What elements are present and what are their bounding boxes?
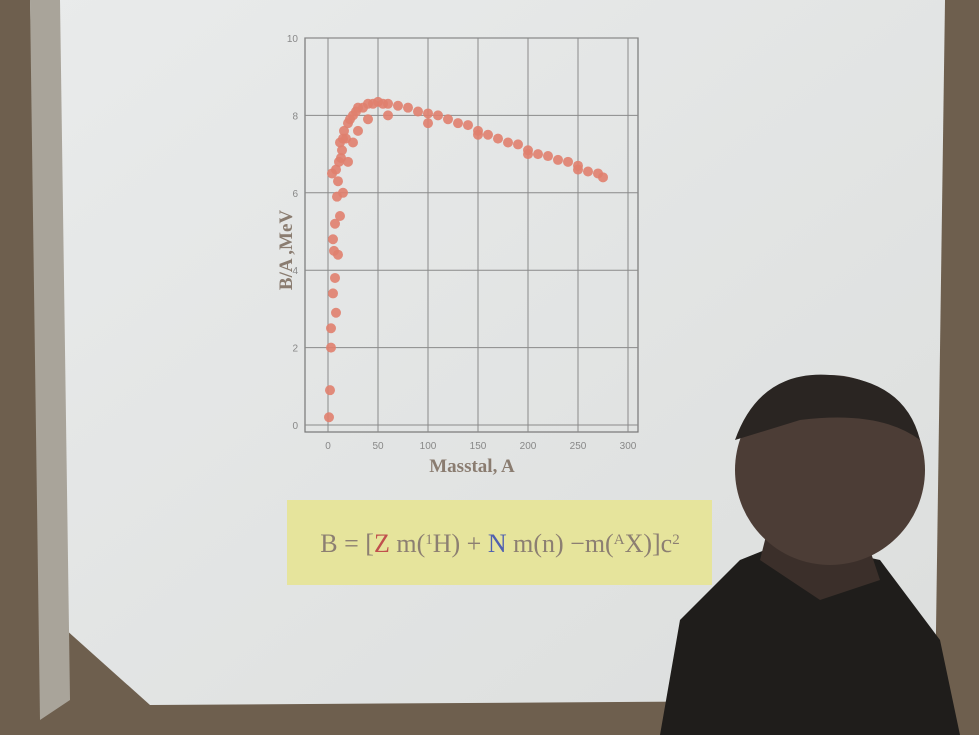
point — [563, 157, 573, 167]
point — [453, 118, 463, 128]
point — [326, 323, 336, 333]
point — [325, 385, 335, 395]
formula: B = [Z m(1H) + N m(n) −m(AX)]c2 — [320, 529, 679, 558]
x-axis-label: Masstal, A — [429, 456, 515, 477]
chart: B = [Z m(1H) + N m(n) −m(AX)]c2 Masstal,… — [0, 0, 979, 735]
point — [343, 157, 353, 167]
point — [423, 118, 433, 128]
point — [553, 155, 563, 165]
point — [363, 114, 373, 124]
formula-part: 2 — [672, 532, 680, 548]
x-tick-label: 250 — [570, 441, 587, 452]
point — [383, 99, 393, 109]
point — [403, 103, 413, 113]
y-tick-label: 10 — [287, 34, 299, 45]
y-axis-label: B/A ,MeV — [276, 210, 297, 290]
point — [328, 288, 338, 298]
x-tick-label: 100 — [420, 441, 437, 452]
point — [335, 211, 345, 221]
point — [338, 188, 348, 198]
point — [533, 149, 543, 159]
x-tick-label: 200 — [520, 441, 537, 452]
x-tick-label: 50 — [372, 441, 384, 452]
point — [443, 114, 453, 124]
point — [333, 250, 343, 260]
point — [463, 120, 473, 130]
point — [598, 172, 608, 182]
point — [348, 137, 358, 147]
point — [473, 130, 483, 140]
point — [433, 110, 443, 120]
x-tick-label: 300 — [620, 441, 637, 452]
y-tick-label: 8 — [292, 111, 298, 122]
point — [331, 308, 341, 318]
formula-part: H) + — [433, 529, 488, 558]
x-tick-label: 150 — [470, 441, 487, 452]
point — [483, 130, 493, 140]
point — [493, 134, 503, 144]
point — [393, 101, 403, 111]
point — [333, 176, 343, 186]
point — [423, 108, 433, 118]
formula-part: X)]c — [625, 529, 673, 558]
point — [413, 107, 423, 117]
point — [383, 110, 393, 120]
y-tick-label: 6 — [292, 189, 298, 200]
x-tick-label: 0 — [325, 441, 331, 452]
point — [583, 167, 593, 177]
point — [328, 234, 338, 244]
y-tick-label: 4 — [292, 266, 298, 277]
point — [503, 137, 513, 147]
point — [523, 149, 533, 159]
point — [543, 151, 553, 161]
point — [513, 139, 523, 149]
formula-part: m( — [390, 529, 425, 558]
point — [324, 412, 334, 422]
point — [326, 343, 336, 353]
y-tick-label: 2 — [292, 344, 298, 355]
formula-part: A — [614, 532, 625, 548]
formula-part: Z — [374, 529, 390, 558]
formula-part: 1 — [425, 532, 433, 548]
point — [337, 145, 347, 155]
point — [573, 165, 583, 175]
formula-part: B = [ — [320, 529, 374, 558]
point — [330, 273, 340, 283]
point — [353, 126, 363, 136]
formula-part: N — [488, 529, 507, 558]
formula-part: m(n) −m( — [507, 529, 614, 558]
y-tick-label: 0 — [292, 421, 298, 432]
